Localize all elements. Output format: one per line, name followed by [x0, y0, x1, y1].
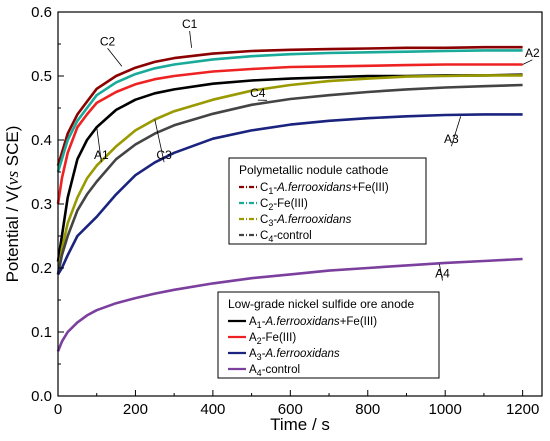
- y-axis-title-part-3: SCE): [3, 126, 22, 171]
- curve-label-leader-a4: [438, 264, 443, 281]
- legend-title: Polymetallic nodule cathode: [239, 163, 389, 177]
- legend-entry-a1: A1-A.ferrooxidans+Fe(III): [249, 316, 377, 330]
- x-tick-label: 200: [123, 401, 148, 418]
- legend-entry-c2: C2-Fe(III): [260, 198, 308, 212]
- x-tick-label: 1200: [506, 401, 539, 418]
- x-tick-label: 400: [200, 401, 225, 418]
- y-tick-label: 0.0: [31, 388, 52, 405]
- y-tick-label: 0.2: [31, 260, 52, 277]
- y-tick-label: 0.4: [31, 132, 52, 149]
- legend-anode: Low-grade nickel sulfide ore anode A1-A.f…: [217, 291, 440, 379]
- x-tick-label: 600: [278, 401, 303, 418]
- y-axis-title: Potential / V(vs SCE): [3, 126, 22, 283]
- legend-entry-c1: C1-A.ferrooxidans+Fe(III): [260, 182, 389, 196]
- curve-label-leader-a2: [522, 59, 533, 65]
- y-tick-label: 0.5: [31, 68, 52, 85]
- legend-cathode: Polymetallic nodule cathode C1-A.ferrooxi…: [228, 157, 427, 245]
- x-tick-label: 1000: [429, 401, 462, 418]
- series-line-c1: [56, 45, 523, 166]
- legend-entry-a4: A4-control: [249, 364, 300, 378]
- curve-label-a1: A1: [94, 148, 109, 162]
- curve-label-a3: A3: [444, 132, 459, 146]
- x-axis-title: Time / s: [270, 415, 330, 434]
- y-tick-label: 0.6: [31, 4, 52, 21]
- curve-labels: C1 C2 A1 C3 C4 A2 A3 A4: [94, 17, 540, 281]
- curve-label-leader-a3: [451, 116, 462, 147]
- curve-label-a4: A4: [435, 267, 450, 281]
- series-line-a2: [56, 63, 523, 205]
- series-lines: [56, 45, 523, 352]
- curve-label-leader-c2: [107, 48, 123, 67]
- curve-label-c4: C4: [250, 86, 266, 100]
- y-axis-title-part-1: Potential / V(: [3, 185, 22, 283]
- series-line-c4: [56, 83, 523, 275]
- curve-label-leader-c1: [189, 30, 192, 48]
- curve-label-leader-a1: [96, 127, 102, 163]
- legend-entry-a3: A3-A.ferrooxidans: [249, 348, 340, 362]
- curve-label-c1: C1: [182, 17, 198, 31]
- y-tick-label: 0.1: [31, 324, 52, 341]
- legend-entry-c4: C4-control: [260, 230, 312, 244]
- y-axis-title-part-2: vs: [3, 171, 22, 186]
- legend-entry-a2: A2-Fe(III): [249, 332, 296, 346]
- legend-entry-c3: C3-A.ferrooxidans: [260, 214, 352, 228]
- y-tick-label: 0.3: [31, 196, 52, 213]
- y-axis-ticks: 0.0 0.1 0.2 0.3 0.4 0.5 0.6: [31, 4, 64, 405]
- curve-label-c2: C2: [100, 34, 116, 48]
- series-line-c3: [56, 74, 523, 275]
- legend-title: Low-grade nickel sulfide ore anode: [228, 297, 414, 311]
- x-tick-label: 800: [355, 401, 380, 418]
- series-line-c2: [56, 49, 523, 173]
- legend-box: [217, 291, 440, 379]
- curve-label-c3: C3: [156, 148, 172, 162]
- curve-label-a2: A2: [525, 46, 540, 60]
- legend-box: [228, 157, 427, 245]
- series-line-a4: [56, 257, 523, 352]
- x-tick-label: 0: [54, 401, 62, 418]
- series-line-a3: [56, 113, 523, 276]
- curve-label-leader-c3: [154, 119, 165, 163]
- x-axis-ticks: 0 200 400 600 800 1000 1200: [54, 390, 539, 418]
